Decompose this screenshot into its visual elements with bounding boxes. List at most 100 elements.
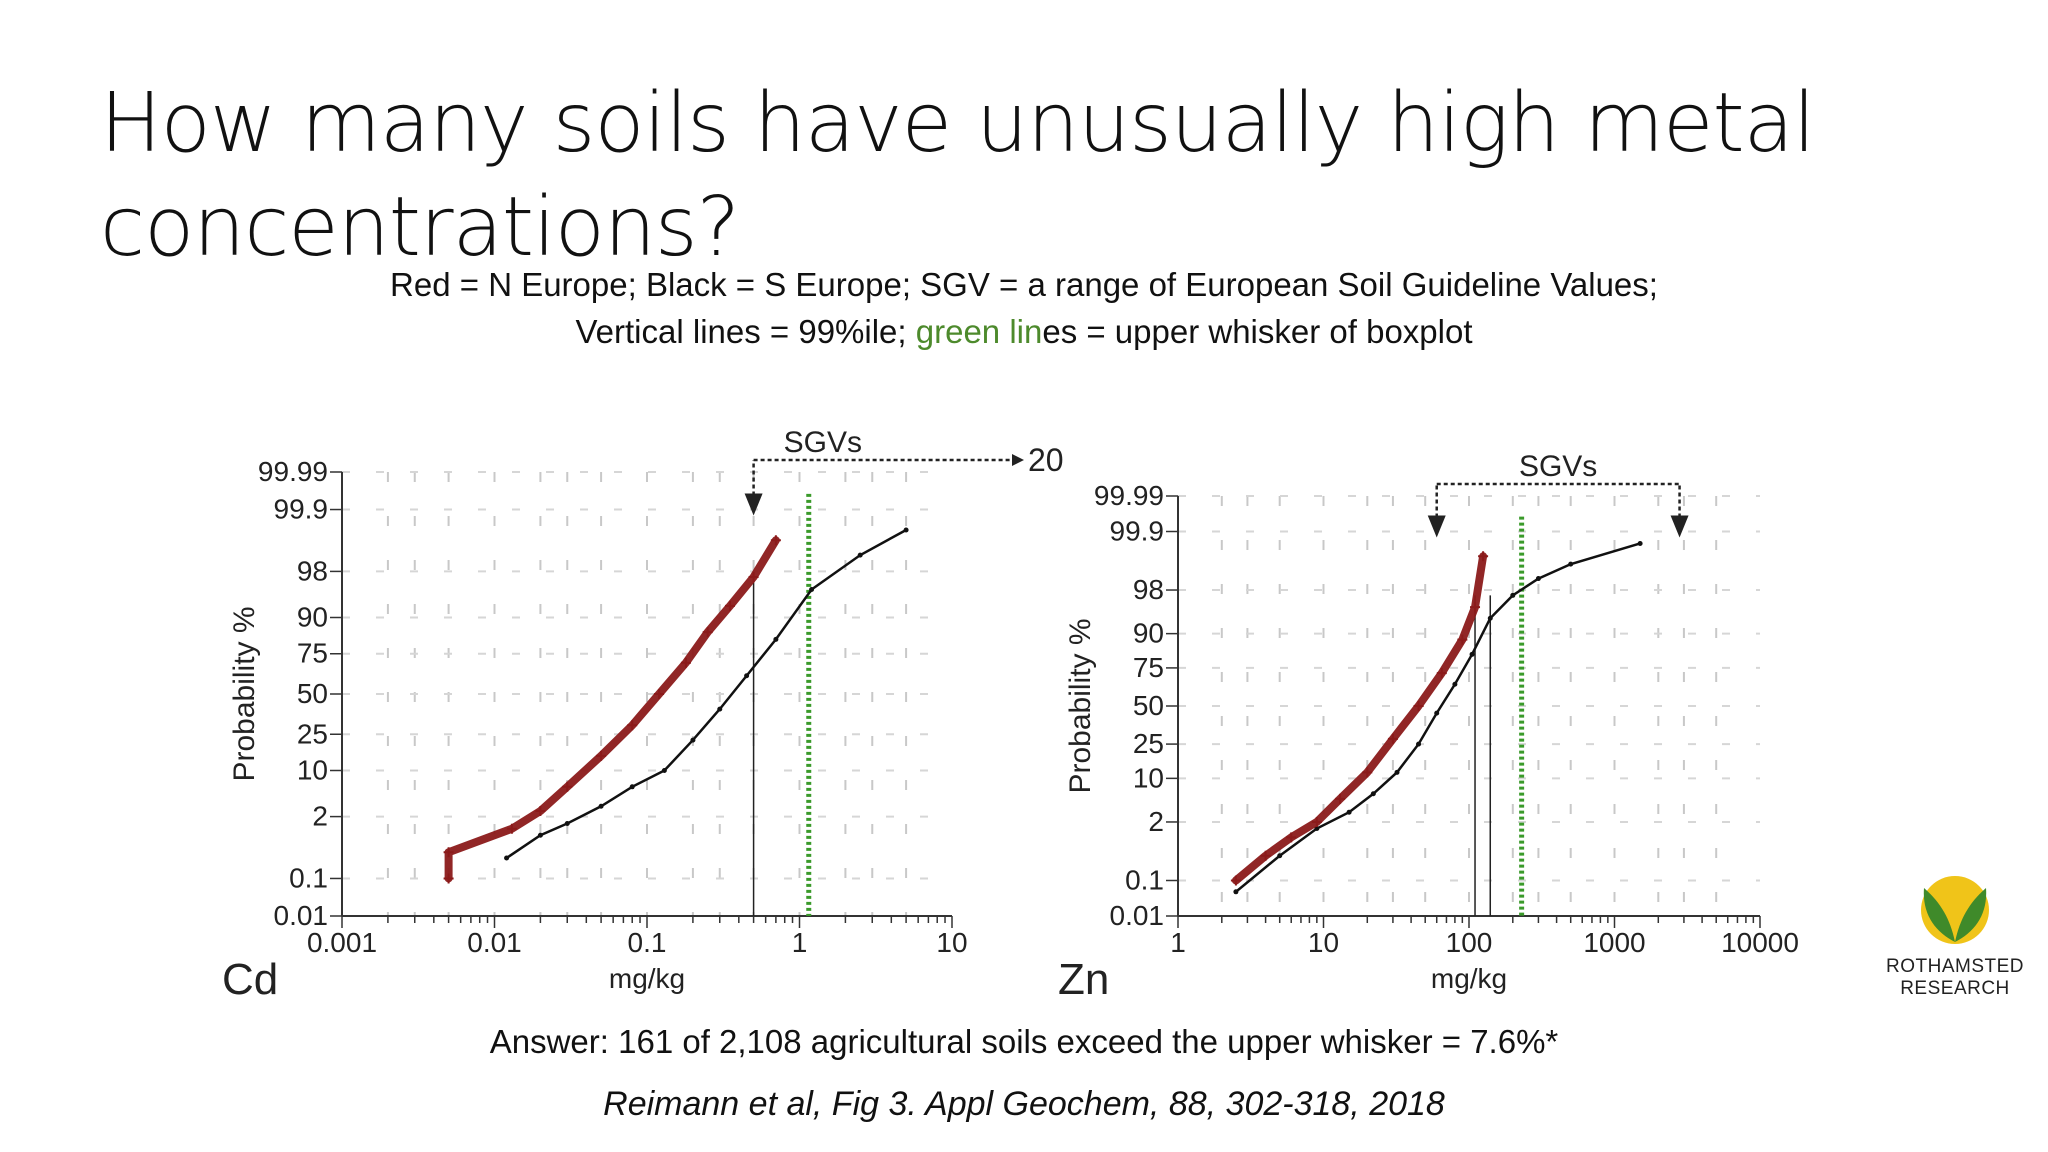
sgv-upper-value: 20 bbox=[1028, 442, 1064, 478]
data-point-n-europe bbox=[443, 873, 454, 884]
data-point-n-europe bbox=[1362, 767, 1373, 778]
data-point-n-europe bbox=[1413, 701, 1424, 711]
data-point-n-europe bbox=[443, 847, 454, 858]
sgv-arrow-left bbox=[744, 493, 763, 516]
rothamsted-logo: ROTHAMSTED RESEARCH bbox=[1880, 872, 2030, 1002]
x-tick-label: 10 bbox=[936, 927, 967, 958]
legend-note-green-text: green lin bbox=[915, 313, 1043, 350]
data-point-s-europe bbox=[629, 784, 635, 790]
data-point-s-europe bbox=[857, 552, 863, 558]
data-point-n-europe bbox=[748, 572, 759, 583]
y-tick-label: 10 bbox=[297, 754, 328, 785]
data-point-s-europe bbox=[598, 803, 604, 809]
data-point-n-europe bbox=[506, 823, 517, 834]
data-point-s-europe bbox=[564, 821, 570, 827]
y-tick-label: 25 bbox=[1133, 728, 1164, 759]
series-line-n-europe bbox=[1231, 552, 1488, 885]
y-axis-label: Probability % bbox=[228, 606, 261, 781]
sgv-arrow-left bbox=[1427, 515, 1446, 538]
data-point-s-europe bbox=[1452, 681, 1458, 687]
panel-label: Cd bbox=[222, 955, 278, 1004]
slide-title: How many soils have unusually high metal… bbox=[100, 72, 1900, 280]
legend-note-line1: Red = N Europe; Black = S Europe; SGV = … bbox=[390, 266, 1658, 303]
data-point-n-europe bbox=[1436, 668, 1447, 679]
y-tick-label: 0.1 bbox=[1125, 864, 1164, 895]
data-point-s-europe bbox=[1487, 615, 1493, 621]
data-point-s-europe bbox=[504, 855, 510, 861]
y-tick-label: 90 bbox=[297, 602, 328, 633]
x-tick-label: 1 bbox=[792, 927, 808, 958]
zn-chart-svg: 1 10 100 1000 100000.010.1210255075909899.99… bbox=[1058, 450, 1799, 1004]
logo-text-line1: ROTHAMSTED bbox=[1886, 956, 2024, 977]
y-tick-label: 99.99 bbox=[1094, 480, 1164, 511]
y-tick-label: 99.9 bbox=[274, 494, 329, 525]
x-tick-label: 1 bbox=[1170, 927, 1186, 958]
data-point-n-europe bbox=[1311, 816, 1322, 827]
y-tick-label: 2 bbox=[1148, 806, 1164, 837]
x-tick-label: 100 bbox=[1446, 927, 1493, 958]
data-point-n-europe bbox=[1260, 850, 1271, 861]
sgv-label: SGVs bbox=[784, 426, 862, 459]
data-point-n-europe bbox=[654, 689, 665, 699]
data-point-n-europe bbox=[1335, 793, 1346, 804]
data-point-s-europe bbox=[744, 673, 750, 679]
y-tick-label: 50 bbox=[297, 678, 328, 709]
data-point-n-europe bbox=[680, 657, 691, 668]
slide-title-line1: How many soils have unusually high metal bbox=[100, 76, 1816, 171]
slide-title-line2: concentrations? bbox=[100, 180, 740, 275]
data-point-n-europe bbox=[1286, 832, 1297, 843]
data-point-n-europe bbox=[535, 805, 546, 816]
data-point-s-europe bbox=[537, 832, 543, 838]
y-tick-label: 50 bbox=[1133, 690, 1164, 721]
sgv-label: SGVs bbox=[1519, 450, 1597, 483]
data-point-n-europe bbox=[562, 781, 573, 792]
legend-note-line2-start: Vertical lines = 99%ile; bbox=[575, 313, 916, 350]
data-point-s-europe bbox=[1346, 809, 1352, 815]
y-tick-label: 98 bbox=[297, 555, 328, 586]
data-point-s-europe bbox=[1637, 540, 1643, 546]
y-tick-label: 0.01 bbox=[1110, 900, 1165, 931]
rothamsted-logo-icon bbox=[1921, 876, 1989, 944]
data-point-s-europe bbox=[661, 767, 667, 773]
answer-text: Answer: 161 of 2,108 agricultural soils … bbox=[489, 1023, 1559, 1060]
panel-label: Zn bbox=[1058, 955, 1109, 1004]
x-tick-label: 1000 bbox=[1583, 927, 1645, 958]
series-line-s-europe bbox=[1235, 542, 1641, 893]
data-point-n-europe bbox=[724, 600, 735, 611]
y-tick-label: 2 bbox=[312, 801, 328, 832]
data-point-s-europe bbox=[1568, 561, 1574, 567]
y-tick-label: 99.9 bbox=[1110, 516, 1165, 547]
logo-text-line2: RESEARCH bbox=[1900, 978, 2010, 999]
x-axis-label: mg/kg bbox=[609, 963, 685, 994]
x-tick-label: 10 bbox=[1308, 927, 1339, 958]
x-tick-label: 0.001 bbox=[307, 927, 377, 958]
data-point-s-europe bbox=[1394, 769, 1400, 775]
y-tick-label: 0.1 bbox=[289, 862, 328, 893]
data-point-s-europe bbox=[1469, 651, 1475, 657]
y-axis-label: Probability % bbox=[1064, 618, 1097, 793]
cd-probability-chart: 0.001 0.01 0.1 1 10 0.01 0.1 2 10 25 50 75 90 98 99.9 9… bbox=[200, 420, 1080, 1020]
data-point-s-europe bbox=[773, 636, 779, 642]
data-point-s-europe bbox=[903, 527, 909, 533]
data-point-n-europe bbox=[596, 750, 607, 761]
data-point-n-europe bbox=[1230, 875, 1241, 886]
data-point-s-europe bbox=[690, 737, 696, 743]
zn-probability-chart: 1 10 100 1000 10000 0.01 0.1 2 10 25 50 75 90 98 99.9 9… bbox=[1040, 420, 1840, 1020]
y-tick-label: 75 bbox=[297, 638, 328, 669]
data-point-s-europe bbox=[1370, 791, 1376, 797]
data-point-n-europe bbox=[1470, 602, 1481, 613]
sgv-arrow-right bbox=[1012, 454, 1024, 466]
data-point-s-europe bbox=[1535, 576, 1541, 582]
x-tick-label: 10000 bbox=[1721, 927, 1799, 958]
y-tick-label: 0.01 bbox=[274, 900, 329, 931]
logo-right-leaf bbox=[1955, 888, 1987, 942]
data-point-s-europe bbox=[1510, 592, 1516, 598]
series-line-n-europe bbox=[444, 536, 780, 883]
x-axis-label: mg/kg bbox=[1431, 963, 1507, 994]
legend-note-line2-end: es = upper whisker of boxplot bbox=[1042, 313, 1473, 350]
y-tick-label: 25 bbox=[297, 718, 328, 749]
x-tick-label: 0.01 bbox=[467, 927, 522, 958]
data-point-n-europe bbox=[1478, 551, 1489, 562]
y-tick-label: 90 bbox=[1133, 618, 1164, 649]
y-tick-label: 10 bbox=[1133, 762, 1164, 793]
